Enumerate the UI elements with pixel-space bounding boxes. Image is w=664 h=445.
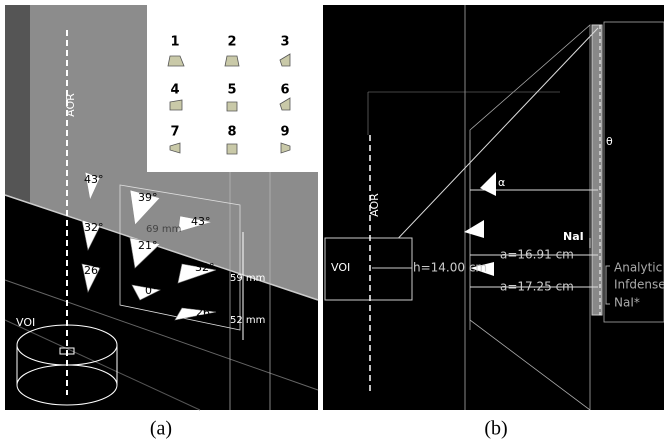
distance-label: a=17.25 cm bbox=[500, 280, 574, 294]
volume-label: VOI bbox=[16, 316, 35, 329]
angle-label: 32° bbox=[195, 261, 215, 274]
legend-number: 9 bbox=[280, 125, 289, 140]
distance-label: 59 mm bbox=[230, 273, 265, 284]
legend-entry: Infdense bbox=[614, 278, 664, 292]
angle-label: 26° bbox=[84, 264, 104, 277]
legend-entry: NaI* bbox=[614, 296, 640, 310]
legend-entry: Analytic bbox=[614, 261, 662, 275]
angle-label: 43° bbox=[191, 215, 211, 228]
volume-label: VOI bbox=[331, 261, 350, 274]
shape-polygon bbox=[227, 102, 237, 111]
shape-polygon bbox=[170, 100, 182, 110]
legend-number: 4 bbox=[170, 83, 179, 98]
angle-label: 43° bbox=[84, 173, 104, 186]
legend-number: 3 bbox=[280, 35, 289, 50]
page: 1 2 3 4 5 6 7 8 9 AOR VOI 43° 32° 26° 39… bbox=[0, 0, 664, 445]
angle-label: 32° bbox=[84, 221, 104, 234]
height-label: h=14.00 cm bbox=[413, 261, 487, 275]
angle-label: 0° bbox=[145, 284, 158, 297]
legend-number: 6 bbox=[280, 83, 289, 98]
legend-number: 7 bbox=[170, 125, 179, 140]
axis-label: AOR bbox=[368, 193, 381, 217]
legend-number: 8 bbox=[227, 125, 236, 140]
legend-number: 2 bbox=[227, 35, 236, 50]
distance-label: 69 mm bbox=[146, 224, 181, 235]
distance-label: 52 mm bbox=[230, 315, 265, 326]
caption: (b) bbox=[484, 418, 507, 440]
shape-polygon bbox=[225, 56, 239, 66]
figure: 1 2 3 4 5 6 7 8 9 AOR VOI 43° 32° 26° 39… bbox=[0, 0, 664, 445]
shape-polygon bbox=[5, 5, 30, 204]
legend-number: 1 bbox=[170, 35, 179, 50]
distance-label: a=16.91 cm bbox=[500, 248, 574, 262]
legend-number: 5 bbox=[227, 83, 236, 98]
angle-label: 21° bbox=[138, 239, 158, 252]
axis-label: AOR bbox=[64, 93, 77, 117]
angle-label: 26° bbox=[196, 306, 216, 319]
theta-label: θ bbox=[606, 135, 613, 148]
detector-label: NaI bbox=[563, 230, 584, 243]
angle-label: 39° bbox=[138, 191, 158, 204]
shape-polygon bbox=[227, 144, 237, 154]
caption: (a) bbox=[150, 418, 172, 440]
alpha-label: α bbox=[498, 176, 505, 189]
